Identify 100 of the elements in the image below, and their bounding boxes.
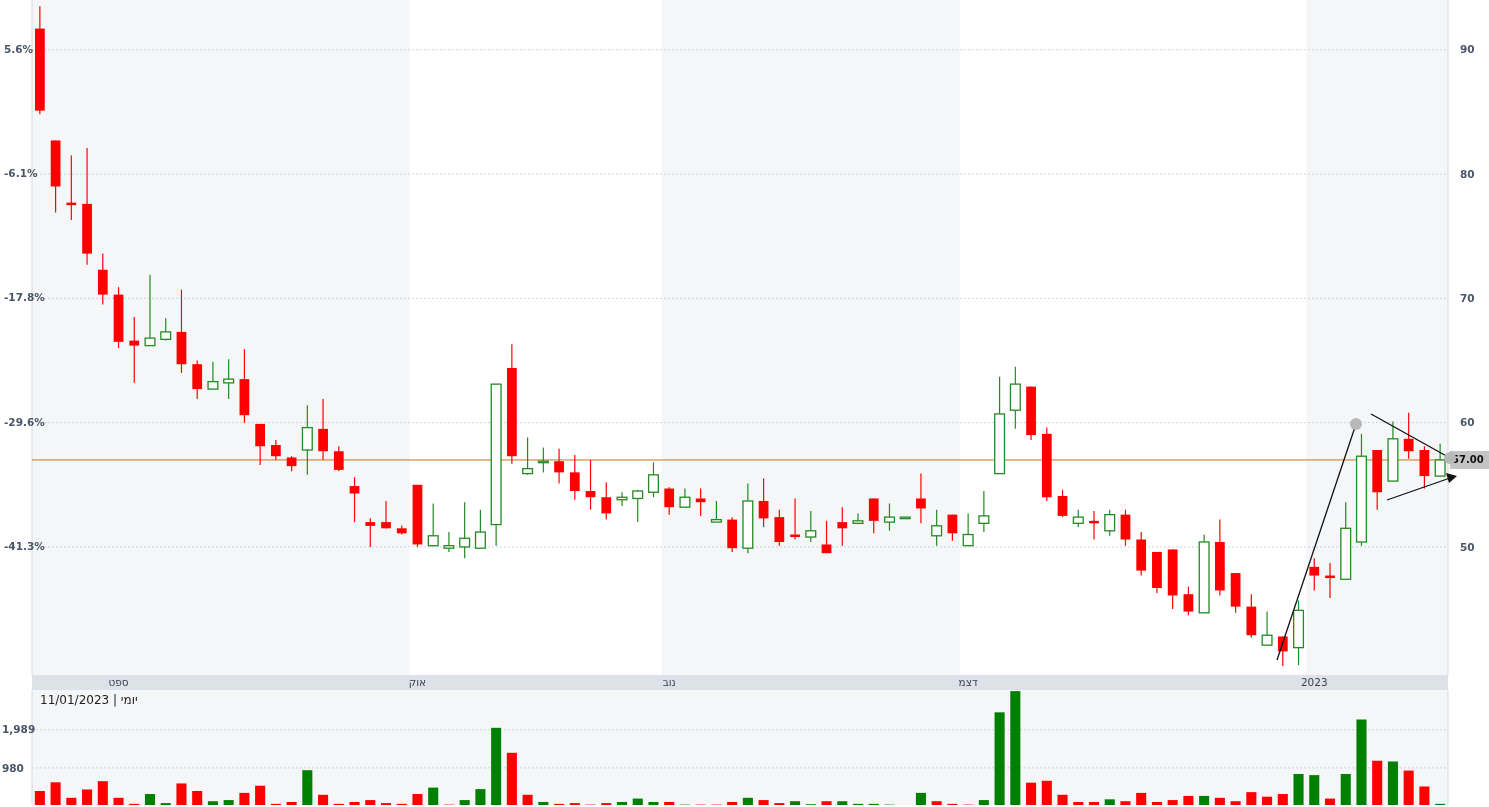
candlestick <box>554 448 564 485</box>
bar <box>1073 801 1084 805</box>
bar <box>1183 795 1194 805</box>
y-tick-label: 80 <box>1460 167 1475 180</box>
bar <box>1403 770 1414 805</box>
candlestick <box>349 476 360 523</box>
y-tick-label: 60 <box>1460 416 1475 429</box>
bar <box>239 792 250 805</box>
bar <box>255 785 266 805</box>
bar <box>664 801 675 805</box>
candlestick <box>459 501 471 559</box>
bar <box>491 727 502 805</box>
bar <box>318 794 329 805</box>
chart-title: יומי | 11/01/2023 <box>40 693 138 708</box>
candlestick <box>1104 509 1116 537</box>
candlestick <box>522 436 534 476</box>
bar <box>1324 798 1336 805</box>
candlestick <box>207 361 219 390</box>
bar <box>475 789 486 805</box>
candlestick <box>381 500 391 529</box>
candlestick <box>160 317 172 342</box>
x-tick-label: דצמ <box>958 676 978 689</box>
candlestick <box>427 502 439 547</box>
candlestick <box>318 398 328 461</box>
bar <box>1026 782 1037 805</box>
bar <box>727 801 738 805</box>
candlestick <box>852 512 864 524</box>
bar <box>66 797 77 805</box>
bar <box>82 789 93 805</box>
bar <box>1277 794 1288 805</box>
bar <box>915 792 926 805</box>
candlestick <box>270 439 281 461</box>
bar <box>1309 775 1320 805</box>
bar <box>1057 794 1068 805</box>
bar <box>506 752 517 805</box>
bar <box>1419 786 1430 805</box>
bar <box>1041 780 1052 805</box>
y-tick-label: 90 <box>1460 43 1475 56</box>
bar <box>365 800 376 805</box>
candlestick <box>647 461 659 498</box>
bar <box>192 791 203 805</box>
y2-tick-label: -17.8% <box>4 291 46 304</box>
candlestick <box>679 487 691 508</box>
bar <box>742 797 753 805</box>
candlestick <box>758 477 769 528</box>
candlestick <box>1403 412 1414 460</box>
bar <box>1387 761 1398 805</box>
candlestick <box>474 509 486 549</box>
bar <box>978 800 989 805</box>
candlestick <box>931 509 943 547</box>
y-tick-label: 70 <box>1460 292 1475 305</box>
candlestick <box>916 473 926 524</box>
bar <box>648 801 659 805</box>
candlestick <box>601 481 612 521</box>
bar <box>632 798 643 805</box>
bar <box>1199 795 1210 805</box>
candlestick <box>1183 586 1194 616</box>
bar <box>1136 792 1147 805</box>
bar <box>1230 801 1241 805</box>
bar <box>50 782 61 805</box>
candlestick <box>443 531 455 553</box>
bar <box>538 801 549 805</box>
bar <box>1214 797 1225 805</box>
y-tick-label: 50 <box>1460 540 1475 553</box>
y2-tick-label: 5.6% <box>4 43 34 56</box>
bar <box>302 770 313 805</box>
y-tick-label: 1,989 <box>2 723 36 736</box>
y-tick-label: 980 <box>2 761 24 774</box>
bar <box>176 783 187 805</box>
candlestick <box>821 520 832 554</box>
candlestick <box>664 486 675 516</box>
bar <box>428 787 439 805</box>
x-tick-label: ספט <box>108 676 129 689</box>
bar <box>837 801 848 805</box>
bar <box>1262 796 1273 805</box>
bar <box>1246 792 1257 805</box>
candlestick <box>978 490 990 533</box>
candlestick <box>962 512 974 547</box>
bar <box>1372 760 1383 805</box>
x-tick-label: 2023 <box>1300 676 1328 689</box>
bar <box>1356 719 1367 805</box>
bar <box>1120 801 1131 805</box>
bar <box>223 800 234 805</box>
candlestick <box>333 445 344 472</box>
candlestick <box>1261 611 1273 646</box>
candlestick <box>223 358 235 400</box>
bar <box>412 794 423 805</box>
bar <box>931 801 942 805</box>
candlestick <box>365 517 376 548</box>
candlestick <box>883 502 895 532</box>
bar <box>1010 691 1021 805</box>
bar <box>207 801 218 805</box>
bar <box>758 800 769 805</box>
bar <box>97 781 108 805</box>
bar <box>286 801 297 805</box>
bar <box>144 794 156 805</box>
candlestick <box>255 423 266 466</box>
candlestick <box>868 497 879 534</box>
candlestick <box>144 274 156 347</box>
y2-tick-label: -41.3% <box>4 540 46 553</box>
